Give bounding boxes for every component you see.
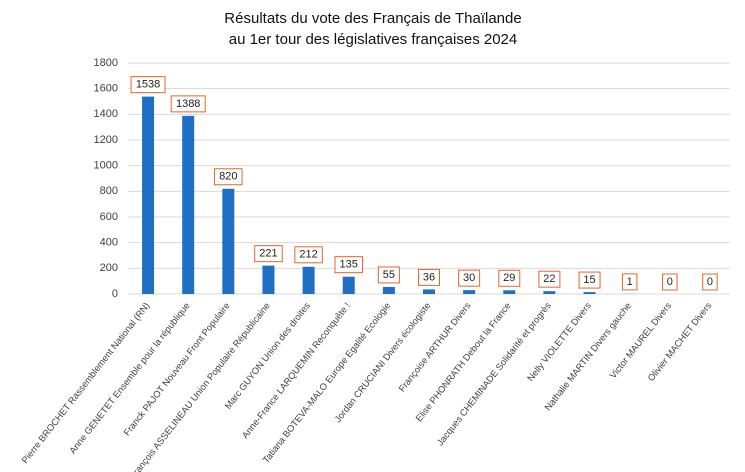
y-tick-label: 0 bbox=[112, 288, 118, 300]
bar bbox=[382, 286, 395, 294]
value-label: 36 bbox=[423, 271, 435, 283]
y-tick-label: 800 bbox=[100, 185, 118, 197]
value-label-box bbox=[538, 270, 561, 288]
value-label: 29 bbox=[503, 272, 515, 284]
value-label-box bbox=[498, 269, 521, 287]
bar bbox=[543, 291, 556, 294]
value-label: 820 bbox=[219, 171, 237, 183]
value-label: 0 bbox=[667, 276, 673, 288]
x-tick-label: François ASSELINEAU Union Populaire Répu… bbox=[128, 301, 272, 472]
chart-title: au 1er tour des législatives françaises … bbox=[229, 31, 518, 48]
value-label-box bbox=[254, 245, 283, 263]
x-tick-label: Françoise ARTHUR Divers bbox=[397, 300, 473, 393]
bar bbox=[222, 188, 235, 294]
y-tick-label: 1000 bbox=[94, 160, 118, 172]
bar bbox=[142, 96, 155, 294]
value-label: 135 bbox=[340, 259, 358, 271]
y-tick-label: 1800 bbox=[94, 57, 118, 69]
value-label: 30 bbox=[463, 272, 475, 284]
value-label-box bbox=[170, 95, 206, 113]
bar bbox=[503, 290, 516, 294]
bar bbox=[182, 115, 195, 294]
bar bbox=[342, 276, 355, 294]
y-tick-label: 200 bbox=[100, 262, 118, 274]
value-label: 0 bbox=[707, 276, 713, 288]
value-label: 1 bbox=[627, 276, 633, 288]
value-label: 212 bbox=[299, 249, 317, 261]
value-label: 1538 bbox=[136, 79, 160, 91]
value-label: 1388 bbox=[176, 98, 200, 110]
value-label: 221 bbox=[259, 248, 277, 260]
bar bbox=[262, 265, 275, 294]
y-tick-label: 1400 bbox=[94, 108, 118, 120]
value-label-box bbox=[334, 256, 363, 274]
chart-title: Résultats du vote des Français de Thaïla… bbox=[224, 10, 521, 27]
value-label: 22 bbox=[543, 273, 555, 285]
value-label-box bbox=[662, 273, 678, 291]
bar bbox=[302, 266, 315, 294]
value-label-box bbox=[458, 269, 481, 287]
value-label-box bbox=[578, 271, 601, 289]
bar bbox=[463, 290, 476, 294]
value-label: 55 bbox=[383, 269, 395, 281]
value-label-box bbox=[214, 168, 243, 186]
y-tick-label: 1200 bbox=[94, 134, 118, 146]
x-tick-label: Marc GUYON Union des droites bbox=[223, 300, 313, 411]
value-label: 15 bbox=[583, 274, 595, 286]
x-tick-label: Nathalie MARTIN Divers gauche bbox=[543, 301, 633, 413]
y-tick-label: 1600 bbox=[94, 83, 118, 95]
value-label-box bbox=[418, 268, 440, 286]
y-tick-label: 400 bbox=[100, 237, 118, 249]
y-tick-label: 600 bbox=[100, 211, 118, 223]
value-label-box bbox=[130, 76, 166, 94]
value-label-box bbox=[377, 266, 400, 284]
value-label-box bbox=[702, 273, 718, 291]
value-label-box bbox=[294, 246, 323, 264]
bar bbox=[423, 289, 435, 294]
bar bbox=[583, 292, 596, 294]
value-label-box bbox=[621, 273, 638, 291]
